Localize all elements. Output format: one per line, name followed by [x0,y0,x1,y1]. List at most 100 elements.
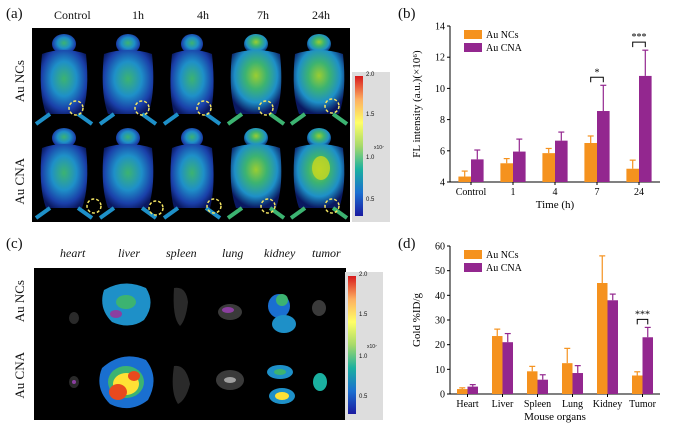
bar-au-cna [607,300,618,394]
column-header-lung: lung [222,246,244,260]
y-tick-label: 0 [440,390,445,401]
bar-au-ncs [562,363,573,394]
x-tick-label: 24 [634,187,644,198]
x-tick-label: Heart [456,399,478,410]
column-header-24h: 24h [312,8,330,22]
colorbar-gradient [348,276,356,414]
panel-a-colorbar: 2.0 1.5 x10⁷ 1.0 0.5 [352,72,390,222]
y-tick-label: 20 [435,340,445,351]
y-axis-title: FL intensity (a.u.)(×10⁶) [411,50,423,158]
bar-au-cna [502,342,513,394]
column-header-4h: 4h [197,8,209,22]
panel-a-row-label-au-ncs: Au NCs [12,60,27,103]
panel-c-row-label-au-ncs: Au NCs [12,280,27,323]
y-tick-label: 4 [440,178,445,189]
column-header-liver: liver [118,246,140,260]
legend-label: Au NCs [486,30,519,41]
bar-au-cna [471,159,484,182]
colorbar-tick: 0.5 [366,197,375,203]
legend-label: Au NCs [486,250,519,261]
y-tick-label: 50 [435,266,445,277]
y-axis-title: Gold %ID/g [411,292,423,347]
bar-au-ncs [542,153,555,182]
legend-swatch [464,250,482,259]
colorbar-tick: 1.5 [366,112,375,118]
panel-c-column-headers: heart liver spleen lung kidney tumor [50,246,350,266]
column-header-heart: heart [60,246,86,260]
bar-au-ncs [492,336,503,394]
panel-a-row-label-au-cna: Au CNA [12,158,27,205]
legend-label: Au CNA [486,263,523,274]
bar-au-ncs [527,371,538,394]
bar-au-cna [572,373,583,394]
mouse-row-au-ncs [34,34,349,126]
bar-au-ncs [584,143,597,182]
legend-swatch [464,43,482,52]
bar-au-cna [639,75,652,182]
x-tick-label: Control [456,187,487,198]
y-tick-label: 6 [440,146,445,157]
x-tick-label: Tumor [629,399,657,410]
bar-au-ncs [632,375,643,394]
x-tick-label: Spleen [524,399,551,410]
y-tick-label: 8 [440,115,445,126]
panel-a-column-headers: Control 1h 4h 7h 24h [42,8,362,26]
column-header-1h: 1h [132,8,144,22]
panel-a-fluorescence-image [32,28,350,222]
colorbar-unit: x10⁷ [374,145,384,151]
colorbar-unit: x10⁷ [367,344,377,350]
y-tick-label: 30 [435,316,445,327]
panel-c-colorbar: 2.0 1.5 x10⁷ 1.0 0.5 [345,272,383,420]
significance-bracket [636,318,649,325]
bar-au-cna [555,140,568,182]
significance-bracket [590,76,604,83]
x-tick-label: 4 [553,187,558,198]
colorbar-gradient [355,76,363,216]
colorbar-tick: 2.0 [359,272,368,278]
y-tick-label: 60 [435,242,445,253]
bar-au-ncs [597,283,608,394]
organ-row-au-ncs [69,283,326,333]
panel-d-bar-chart: 0 10 20 30 40 50 60 Heart Liver Spleen Lung Kidney T… [411,242,660,423]
significance-marker: *** [632,32,647,43]
significance-marker: *** [635,309,650,320]
column-header-7h: 7h [257,8,269,22]
panel-c-label: (c) [6,236,23,252]
panel-d-label: (d) [398,236,416,252]
panel-c-organ-image [34,268,346,420]
y-tick-label: 10 [435,84,445,95]
x-axis-title: Mouse organs [524,411,586,423]
legend-label: Au CNA [486,43,523,54]
bar-au-ncs [458,176,471,182]
column-header-tumor: tumor [312,246,341,260]
colorbar-tick: 1.0 [359,354,368,360]
bar-au-cna [513,151,526,182]
bar-au-ncs [626,168,639,182]
column-header-control: Control [54,8,91,22]
mouse-row-au-cna [34,128,349,220]
x-axis-title: Time (h) [536,199,575,211]
x-tick-label: Kidney [593,399,622,410]
column-header-kidney: kidney [264,246,296,260]
colorbar-tick: 2.0 [366,72,375,78]
bar-au-cna [597,111,610,182]
y-tick-label: 10 [435,365,445,376]
significance-bracket [632,41,646,48]
x-tick-label: Liver [492,399,514,410]
legend-swatch [464,30,482,39]
colorbar-tick: 1.5 [359,312,368,318]
organ-row-au-cna [69,356,327,409]
colorbar-tick: 1.0 [366,155,375,161]
bar-au-cna [642,337,653,394]
bar-au-cna [537,379,548,394]
x-tick-label: 1 [511,187,516,198]
bar-au-ncs [500,163,513,182]
colorbar-tick: 0.5 [359,394,368,400]
bar-au-cna [467,386,478,394]
panel-b-label: (b) [398,6,416,22]
significance-marker: * [595,67,600,78]
y-tick-label: 14 [435,22,445,33]
y-tick-label: 40 [435,291,445,302]
bar-au-ncs [457,389,468,394]
